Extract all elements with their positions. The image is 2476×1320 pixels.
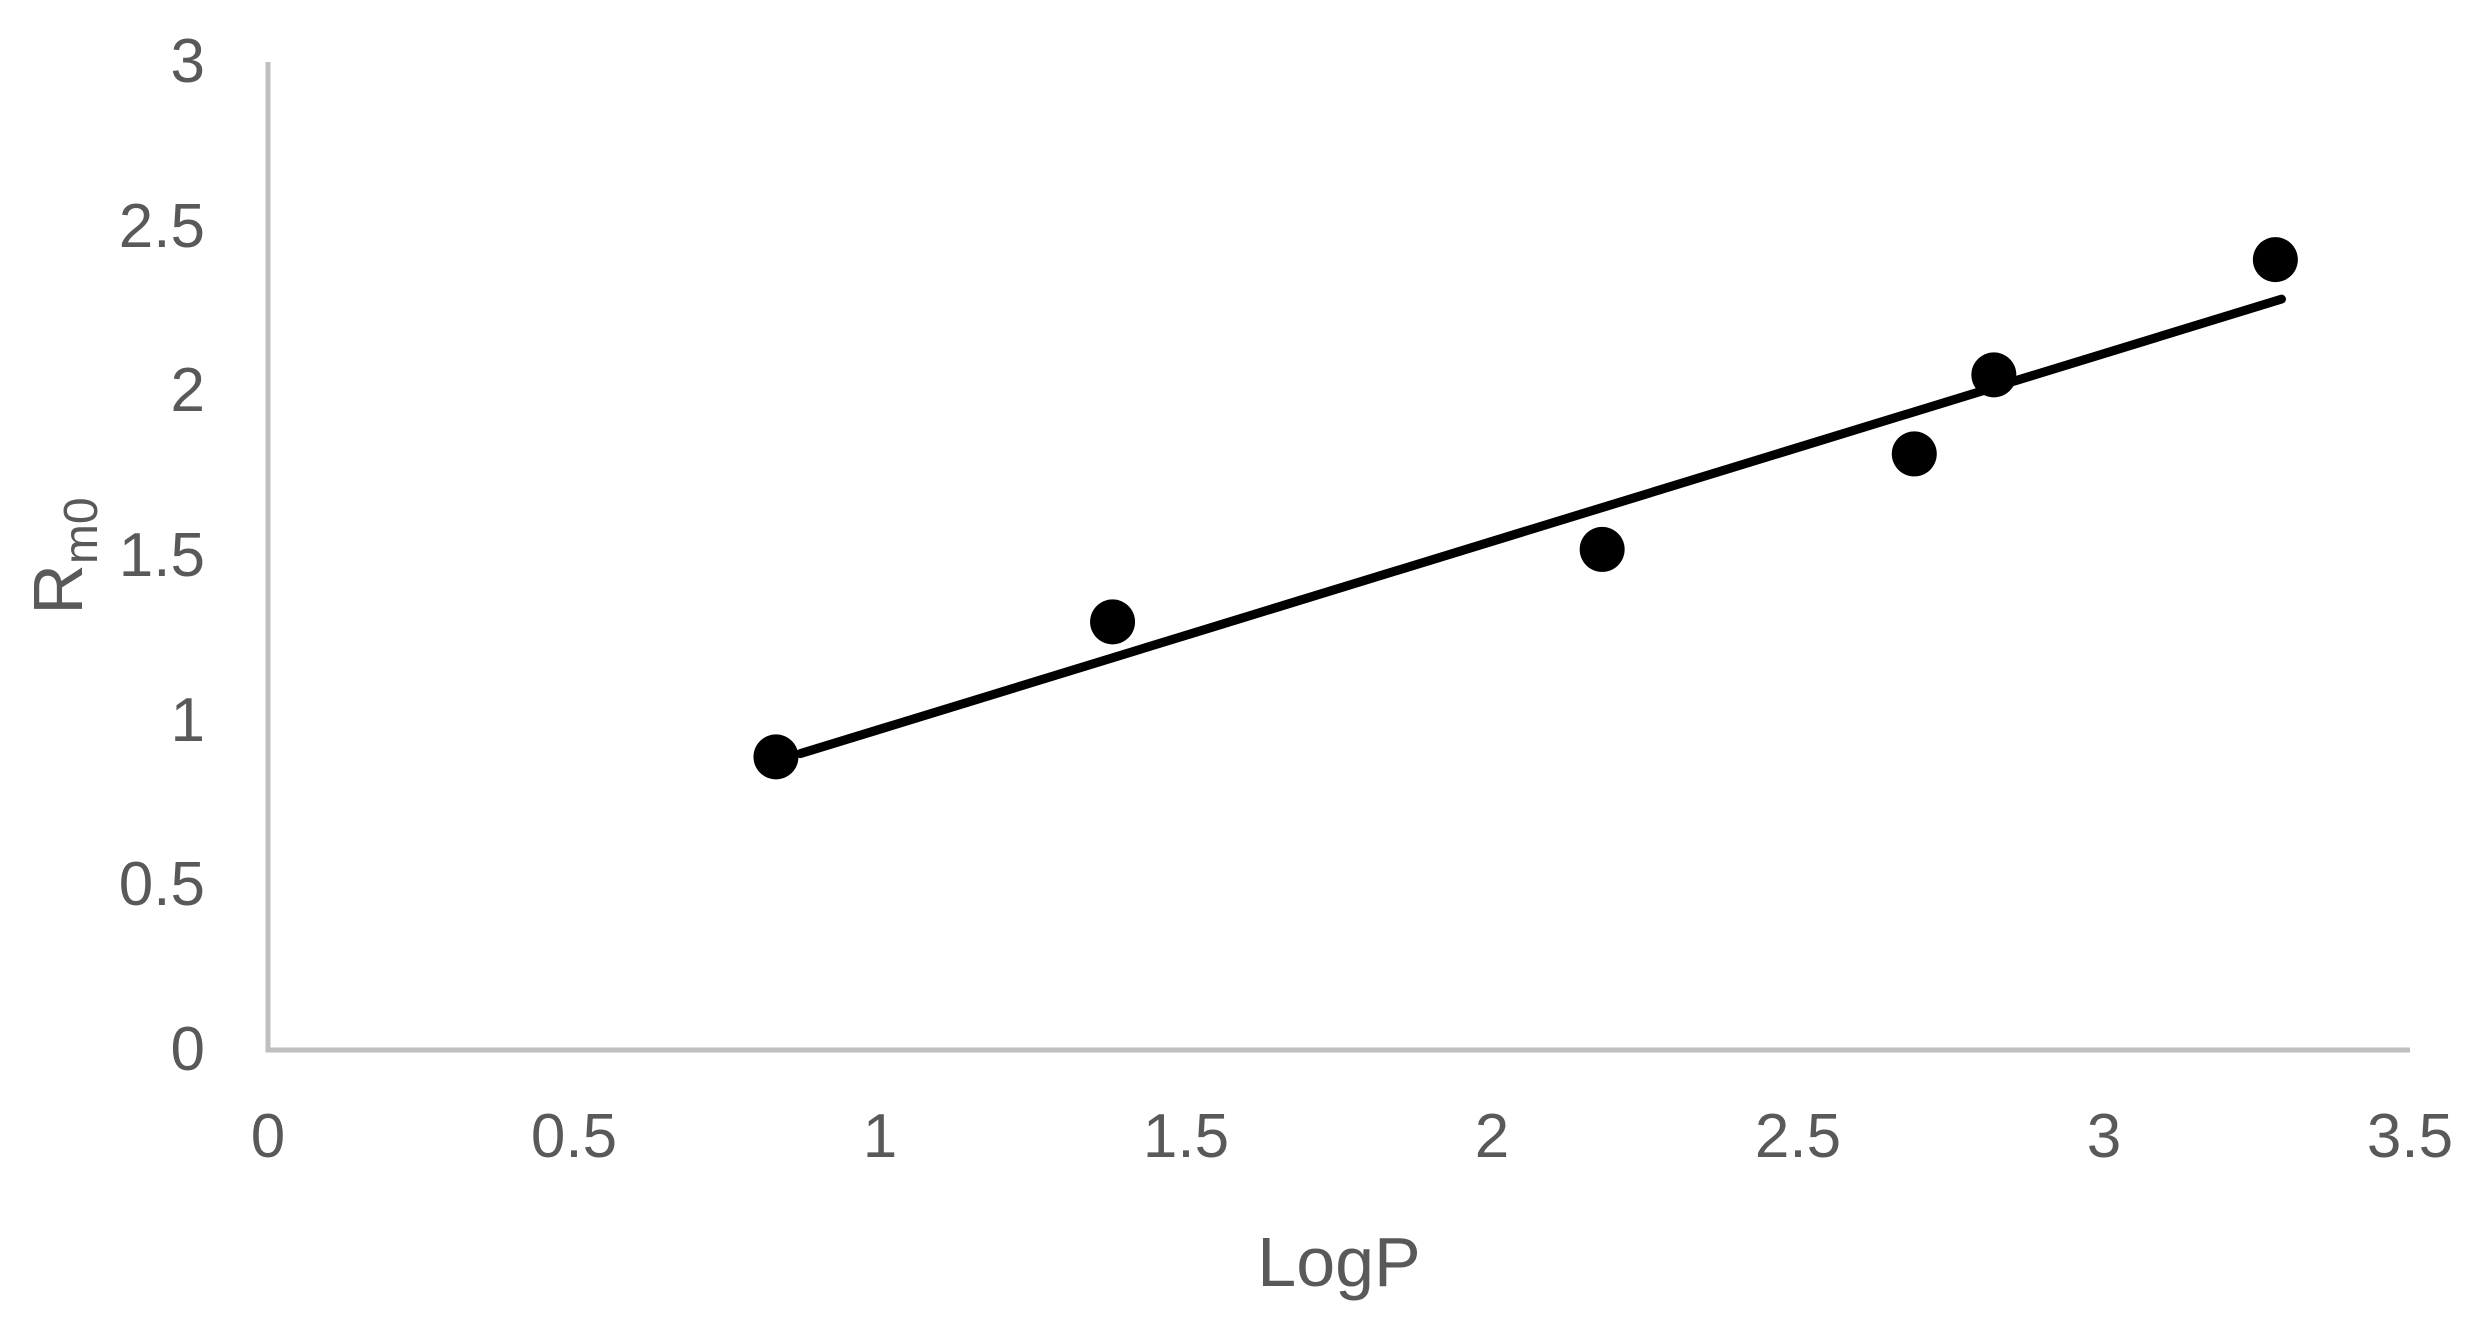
y-tick-label: 0: [170, 1015, 205, 1084]
x-tick-label: 2: [1474, 1102, 1510, 1171]
x-tick-label: 1.5: [1142, 1102, 1230, 1171]
x-tick-label: 1: [862, 1102, 898, 1171]
x-tick-label: 3.5: [2366, 1102, 2454, 1171]
x-axis-title: LogP: [1257, 1223, 1421, 1301]
y-tick-label: 2.5: [118, 191, 205, 261]
y-axis-title-base: R: [19, 564, 97, 615]
y-tick-label: 2: [170, 356, 205, 426]
y-tick-label: 3: [170, 27, 205, 96]
trendline: [795, 294, 2286, 759]
data-point: [2252, 237, 2298, 283]
x-tick-label: 0.5: [530, 1102, 618, 1171]
y-axis-title: Rm0: [18, 497, 108, 615]
x-tick-label: 3: [2086, 1102, 2122, 1171]
y-tick-label: 0.5: [118, 850, 205, 920]
x-tick-label: 2.5: [1754, 1102, 1842, 1171]
data-point: [1971, 352, 2017, 398]
y-tick-label: 1: [170, 685, 205, 755]
y-axis-title-subscript: m0: [55, 497, 108, 565]
x-tick-label: 0: [250, 1102, 286, 1171]
data-point: [1090, 599, 1136, 645]
data-point: [753, 734, 799, 780]
data-point: [1891, 431, 1937, 477]
data-point: [1579, 526, 1625, 572]
y-tick-label: 1.5: [118, 521, 205, 590]
